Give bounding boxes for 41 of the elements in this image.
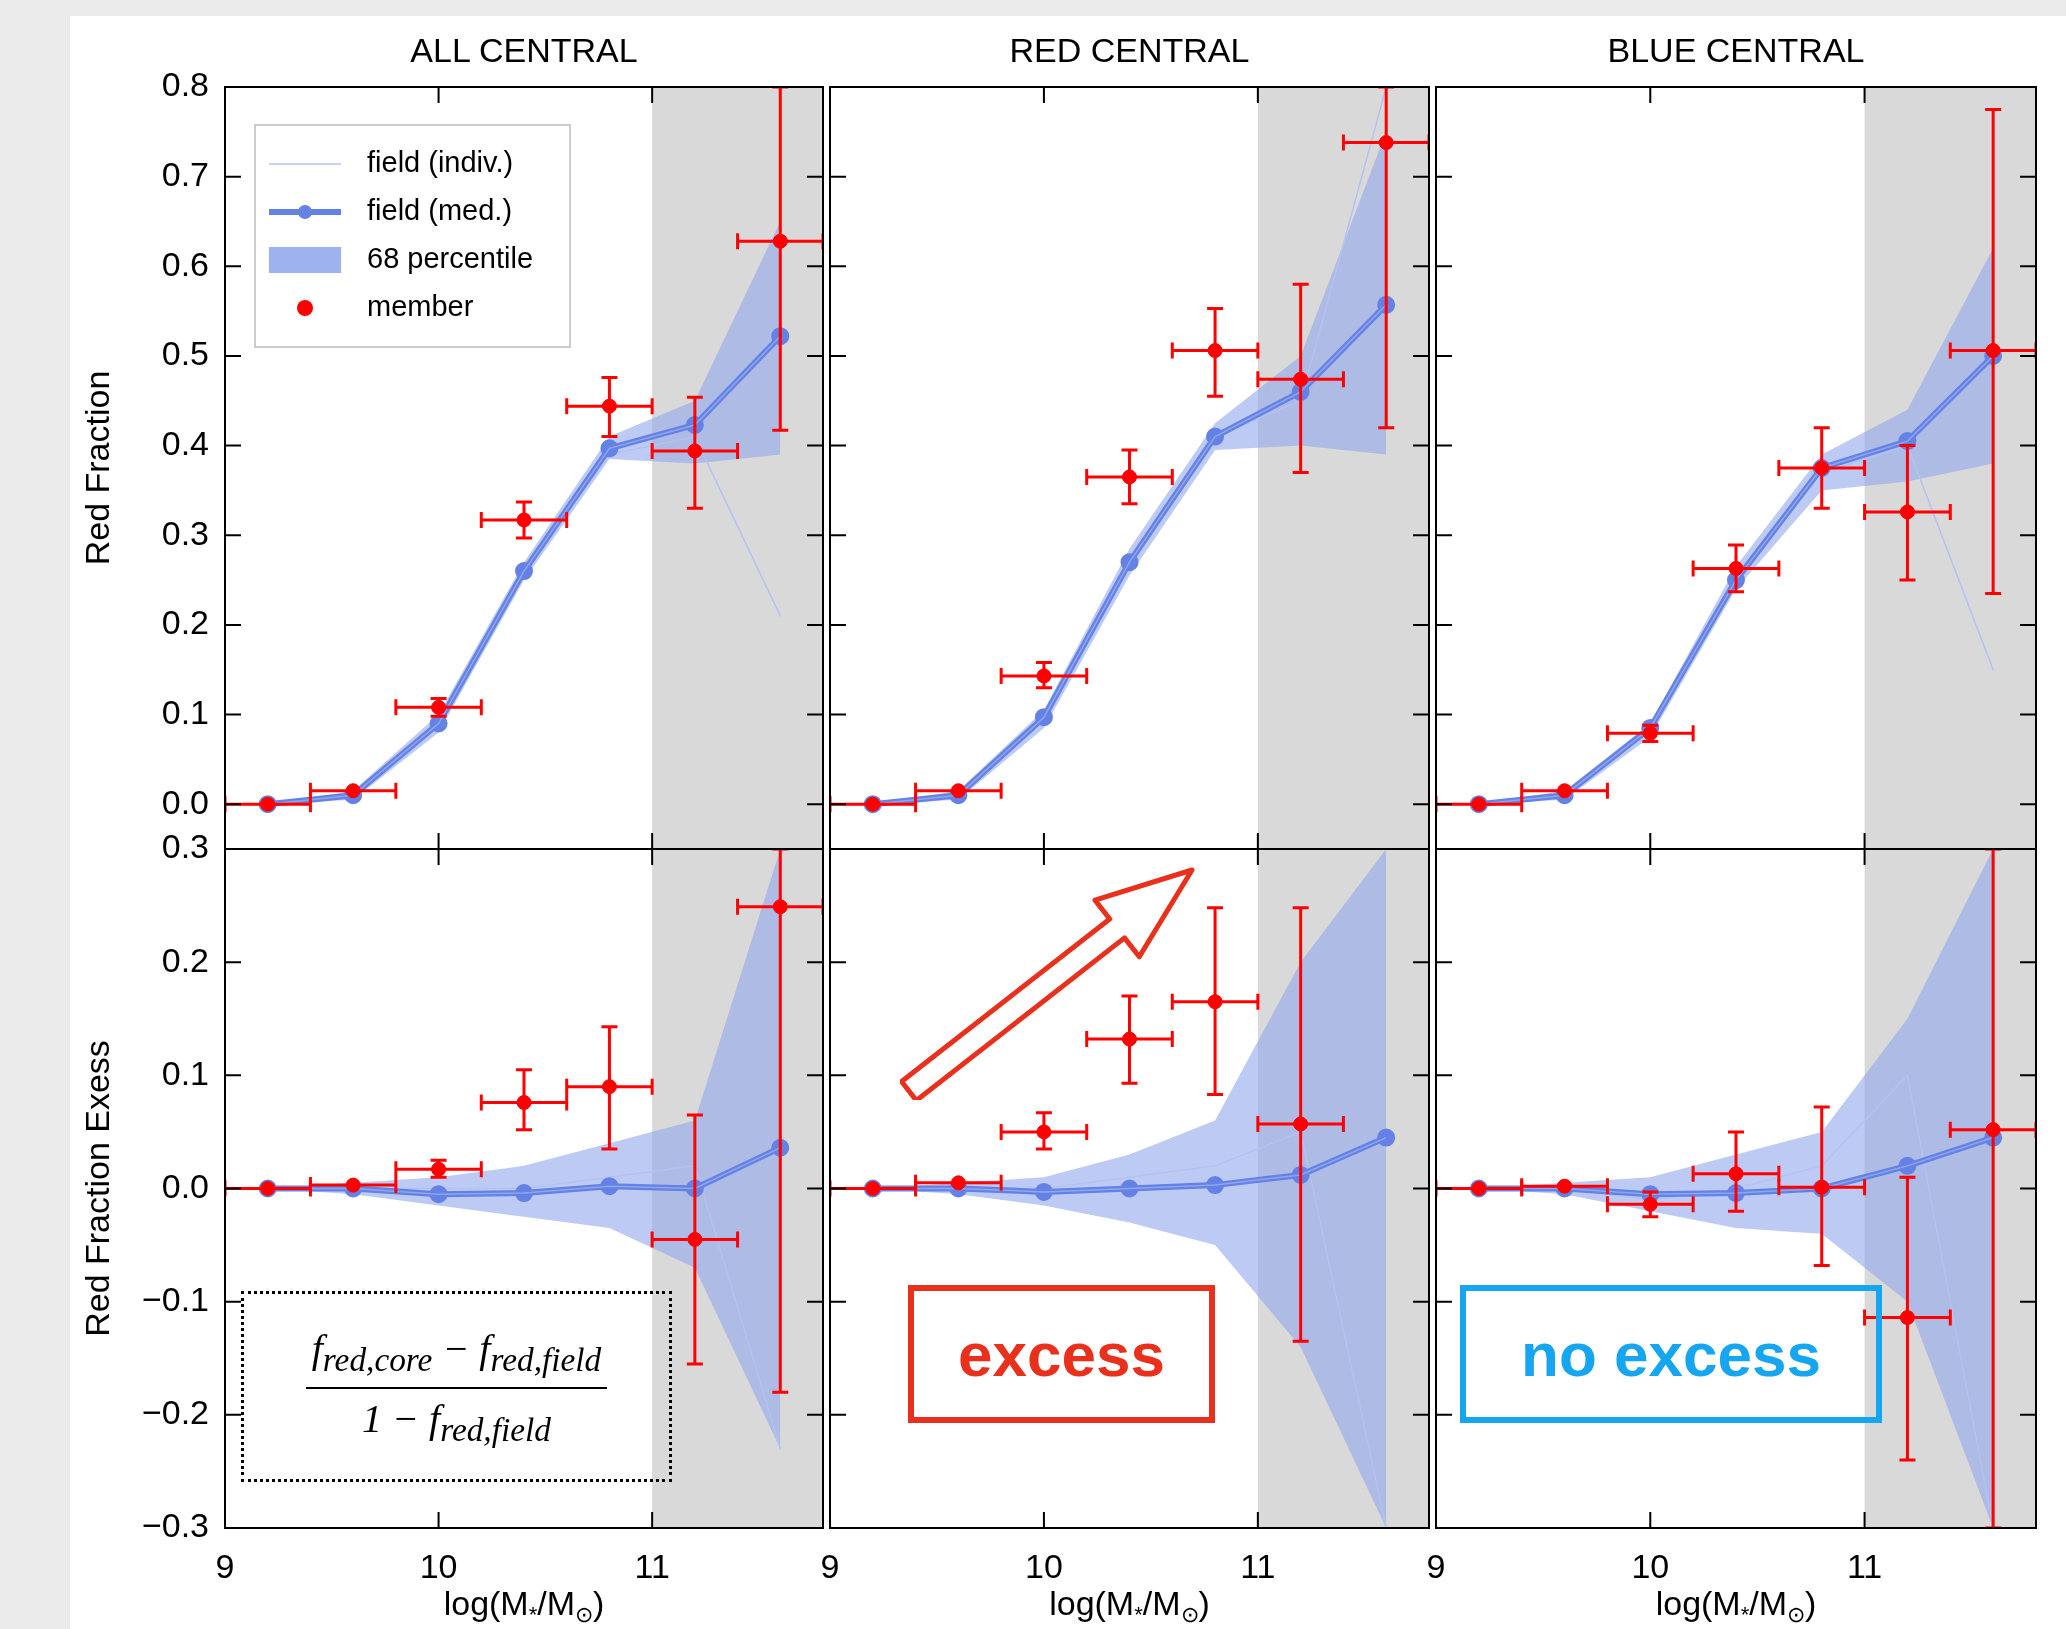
annotation: no excess xyxy=(1460,1285,1882,1423)
x-axis-title: log(M*/M⊙) xyxy=(1655,1584,1817,1628)
chart-title: ALL CENTRAL xyxy=(410,31,638,70)
x-tick-label: 10 xyxy=(419,1546,458,1585)
y-tick-label: 0.3 xyxy=(161,513,209,552)
y-tick-label: 0.7 xyxy=(161,155,209,194)
y-tick-label: 0.2 xyxy=(161,940,209,979)
y-tick-label: −0.3 xyxy=(141,1506,209,1545)
x-axis-title: log(M*/M⊙) xyxy=(1049,1584,1210,1628)
annotation: f$_{red,core}$ − f$_{red,field}$ xyxy=(305,1324,608,1389)
chart-title: RED CENTRAL xyxy=(1009,31,1250,70)
x-tick-label: 10 xyxy=(1025,1546,1063,1585)
y-tick-label: 0.1 xyxy=(161,692,209,731)
x-tick-label: 11 xyxy=(634,1546,670,1585)
annotation: 1 − f$_{red,field}$ xyxy=(362,1394,551,1449)
y-tick-label: 0.0 xyxy=(161,1166,209,1205)
legend-label: field (indiv.) xyxy=(367,146,514,178)
y-tick-label: 0.8 xyxy=(161,65,209,104)
y-tick-label: 0.3 xyxy=(161,827,209,866)
y-tick-label: 0.5 xyxy=(161,334,209,373)
annotation: excess xyxy=(908,1285,1215,1423)
x-tick-label: 10 xyxy=(1631,1546,1670,1585)
y-tick-label: 0.0 xyxy=(161,782,209,821)
y-axis-title: Red Fraction Exess xyxy=(77,1040,116,1337)
legend-label: member xyxy=(367,290,474,322)
x-tick-label: 11 xyxy=(1240,1546,1276,1585)
legend-label: field (med.) xyxy=(367,194,513,226)
chart-title: BLUE CENTRAL xyxy=(1607,31,1865,70)
y-tick-label: 0.1 xyxy=(161,1053,209,1092)
y-tick-label: −0.2 xyxy=(141,1393,209,1432)
x-tick-label: 11 xyxy=(1846,1546,1883,1585)
x-tick-label: 9 xyxy=(1426,1546,1446,1585)
y-axis-title: Red Fraction xyxy=(77,370,116,566)
y-tick-label: −0.1 xyxy=(141,1280,209,1319)
y-tick-label: 0.6 xyxy=(161,244,209,283)
legend-label: 68 percentile xyxy=(367,242,534,274)
x-tick-label: 9 xyxy=(820,1546,840,1585)
y-tick-label: 0.4 xyxy=(161,423,209,462)
y-tick-label: 0.2 xyxy=(161,603,209,642)
x-axis-title: log(M*/M⊙) xyxy=(443,1584,605,1628)
x-tick-label: 9 xyxy=(215,1546,235,1585)
